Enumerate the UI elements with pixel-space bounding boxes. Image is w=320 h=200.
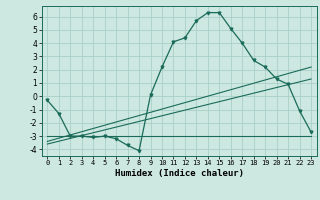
X-axis label: Humidex (Indice chaleur): Humidex (Indice chaleur) <box>115 169 244 178</box>
